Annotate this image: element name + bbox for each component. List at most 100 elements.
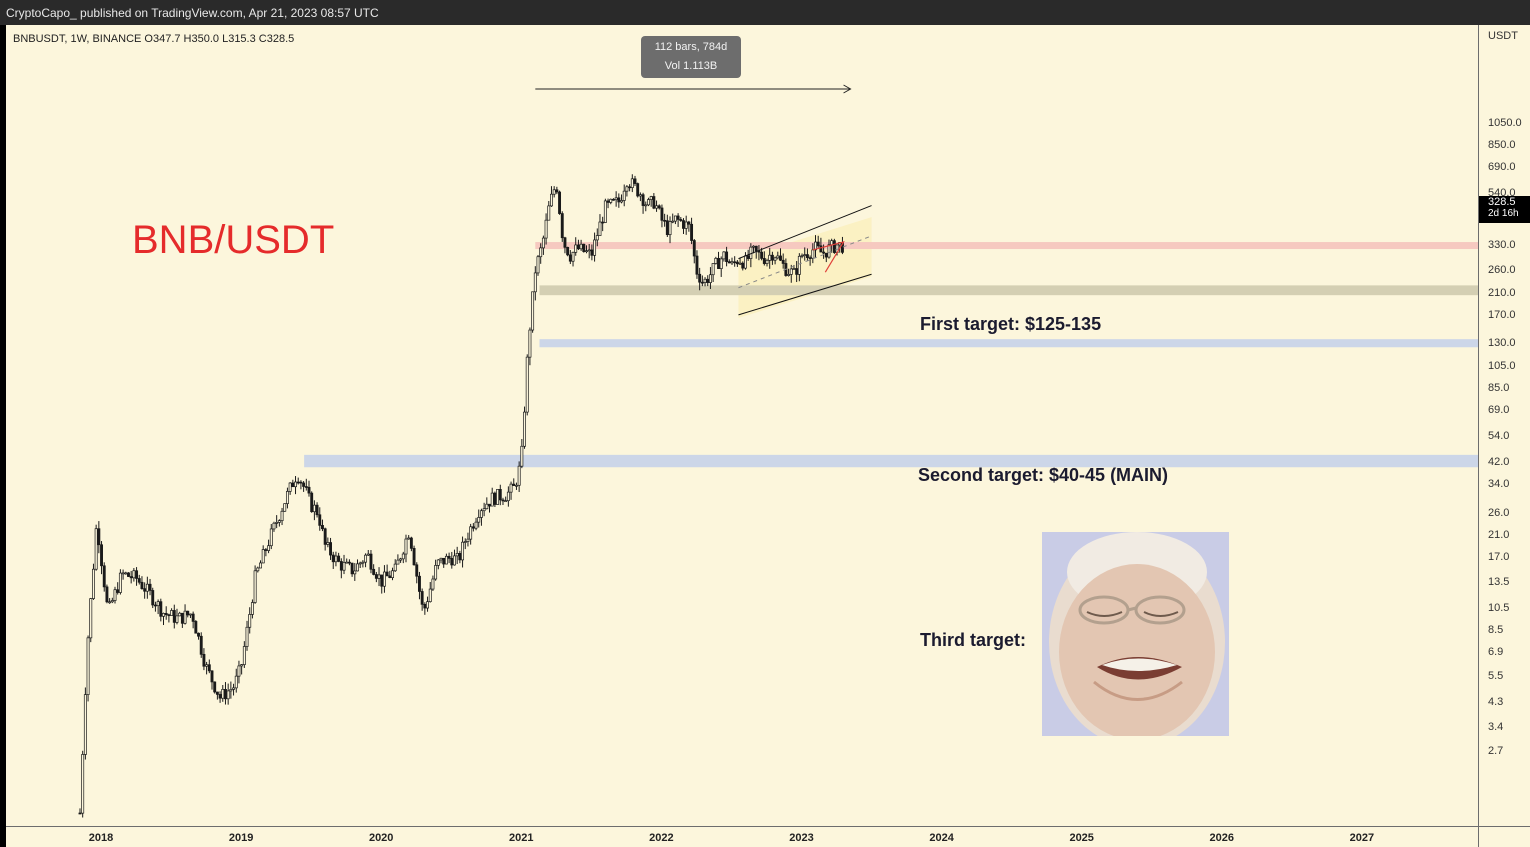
candle-body: [100, 544, 103, 567]
price-tick-label: 5.5: [1488, 670, 1504, 683]
candle-body: [94, 528, 98, 570]
candle-body: [655, 205, 659, 209]
candle-body: [310, 492, 314, 513]
candle-body: [606, 200, 610, 203]
time-tick-label: 2026: [1209, 832, 1235, 844]
candle-body: [164, 613, 168, 616]
candle-body: [102, 565, 106, 588]
candle-body: [717, 257, 720, 269]
candle-body: [576, 244, 580, 250]
candle-body: [512, 483, 516, 486]
candle-body: [617, 197, 621, 203]
chart-pane[interactable]: BNBUSDT, 1W, BINANCE O347.7 H350.0 L315.…: [6, 25, 1478, 826]
candle-body: [649, 196, 653, 200]
candle-body: [668, 221, 672, 236]
time-tick-label: 2021: [509, 832, 534, 844]
candle-body: [132, 570, 136, 579]
price-tick-label: 21.0: [1488, 529, 1510, 542]
candle-body: [657, 205, 661, 209]
candle-body: [194, 621, 198, 634]
candle-body: [199, 635, 203, 655]
price-tick-label: 10.5: [1488, 602, 1510, 615]
candle-body: [116, 589, 120, 593]
resistance-zone: [535, 242, 1478, 250]
measure-arrow-head: [843, 84, 852, 94]
candle-body: [671, 220, 675, 223]
candle-body: [776, 255, 780, 259]
candle-body: [345, 561, 349, 564]
candle-body: [259, 562, 262, 569]
candle-body: [471, 526, 475, 529]
candle-body: [318, 514, 322, 526]
candle-body: [245, 626, 249, 647]
candle-body: [81, 754, 85, 814]
candle-body: [544, 219, 548, 239]
candle-body: [153, 604, 157, 607]
price-tick-label: 4.3: [1488, 696, 1504, 709]
candle-body: [369, 553, 373, 570]
candle-body: [620, 200, 623, 203]
candle-body: [477, 517, 481, 523]
price-tick-label: 330.0: [1488, 239, 1516, 252]
candle-body: [234, 675, 238, 689]
price-tick-label: 1050.0: [1488, 117, 1522, 130]
candle-body: [221, 689, 225, 699]
candle-body: [479, 510, 483, 518]
candle-body: [517, 465, 521, 486]
candle-body: [240, 664, 244, 667]
candle-body: [439, 557, 443, 561]
candle-body: [334, 555, 338, 563]
candle-body: [531, 291, 535, 331]
price-tick-label: 3.4: [1488, 720, 1504, 733]
candle-body: [595, 235, 599, 241]
publish-bar: CryptoCapo_ published on TradingView.com…: [0, 0, 1530, 25]
candle-body: [485, 503, 489, 510]
candle-body: [162, 613, 165, 617]
symbol-ohlc-legend[interactable]: BNBUSDT, 1W, BINANCE O347.7 H350.0 L315.…: [13, 33, 295, 45]
candle-body: [633, 178, 637, 184]
candle-body: [129, 576, 133, 579]
candle-body: [170, 610, 174, 616]
price-tick-label: 69.0: [1488, 403, 1510, 416]
candle-body: [725, 251, 729, 262]
candle-body: [86, 637, 90, 695]
candle-body: [574, 244, 578, 253]
candle-body: [428, 588, 432, 603]
time-axis[interactable]: 2018 2019 2020 2021 2022 2023 2024 2025 2026 2027: [6, 826, 1478, 847]
candle-body: [237, 665, 241, 677]
candle-body: [108, 601, 112, 604]
candle-body: [700, 281, 704, 284]
price-tick-label: 850.0: [1488, 139, 1516, 152]
price-tick-label: 8.5: [1488, 624, 1504, 637]
candle-body: [191, 613, 195, 622]
candle-body: [795, 268, 799, 275]
candle-body: [768, 254, 772, 261]
candle-body: [137, 578, 141, 583]
candle-body: [296, 481, 300, 484]
candle-body: [207, 664, 211, 672]
price-tick-label: 13.5: [1488, 575, 1510, 588]
price-tick-label: 26.0: [1488, 506, 1510, 519]
candle-body: [644, 204, 648, 207]
candle-body: [404, 538, 408, 555]
candle-body: [361, 561, 365, 564]
support-zone: [539, 285, 1478, 296]
candle-body: [127, 572, 130, 577]
candle-body: [568, 254, 572, 262]
price-tick-label: 130.0: [1488, 337, 1516, 350]
candle-body: [426, 601, 429, 609]
time-tick-label: 2024: [929, 832, 954, 844]
candle-body: [97, 528, 101, 546]
candle-body: [555, 189, 559, 193]
candle-body: [682, 220, 685, 229]
candle-body: [582, 243, 586, 252]
candle-body: [506, 491, 510, 502]
candle-body: [760, 251, 764, 259]
candle-body: [409, 537, 413, 549]
candle-body: [663, 219, 667, 222]
candle-body: [474, 521, 478, 529]
candle-body: [711, 263, 715, 276]
candle-body: [719, 258, 723, 269]
candle-body: [496, 489, 500, 505]
price-axis[interactable]: USDT 2.7 3.4 4.3 5.5 6.9 8.5 10.5 13.5 17.0 21.0 2…: [1478, 25, 1530, 826]
